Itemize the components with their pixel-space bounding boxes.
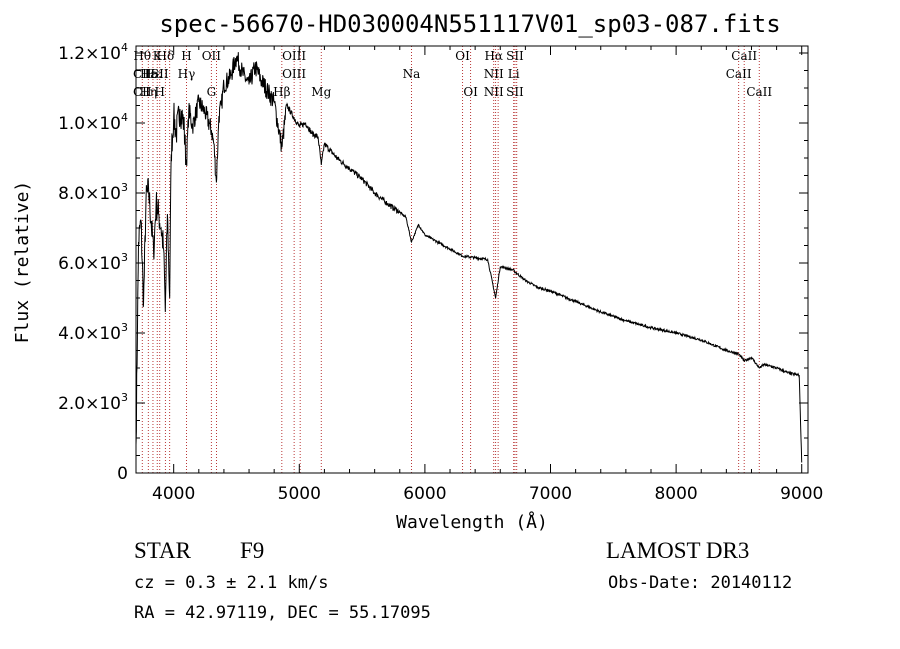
line-label: SII: [151, 67, 169, 81]
line-label: OIII: [282, 67, 306, 81]
line-label: OI: [455, 49, 470, 63]
x-tick-label: 6000: [403, 484, 446, 504]
x-tick-label: 9000: [780, 484, 823, 504]
line-label: Hγ: [178, 67, 196, 81]
line-label: Hβ: [273, 85, 290, 99]
line-label: Na: [403, 67, 421, 81]
plot-frame: [135, 45, 809, 474]
y-tick-label: 6.0×103: [58, 251, 128, 274]
line-label: H: [181, 49, 191, 63]
ra-dec: RA = 42.97119, DEC = 55.17095: [134, 603, 431, 623]
x-axis-label: Wavelength (Å): [396, 511, 548, 533]
redshift-cz: cz = 0.3 ± 2.1 km/s: [134, 573, 329, 593]
line-label: Hε: [140, 67, 157, 81]
line-label: Hδ: [157, 49, 175, 63]
line-label: G: [207, 85, 217, 99]
line-label: Li: [508, 67, 520, 81]
x-axis-ticks: 4000 5000 6000 7000 8000 9000: [152, 46, 823, 504]
y-tick-label: 4.0×103: [58, 321, 128, 344]
line-label: K: [153, 49, 163, 63]
chart-title: spec-56670-HD030004N551117V01_sp03-087.f…: [159, 10, 780, 38]
x-tick-label: 5000: [278, 484, 321, 504]
line-label: Hη: [139, 85, 157, 99]
line-label: SII: [506, 49, 524, 63]
x-tick-label: 7000: [529, 484, 572, 504]
y-tick-label: 2.0×103: [58, 391, 128, 414]
line-label: OII: [202, 49, 222, 63]
line-label: NII: [484, 67, 504, 81]
y-tick-label: 1.2×104: [58, 41, 128, 64]
spectrum-series: [135, 52, 803, 463]
line-label: Hε: [145, 67, 162, 81]
y-tick-label: 1.0×104: [58, 111, 128, 134]
x-tick-label: 8000: [654, 484, 697, 504]
object-subclass: F9: [240, 538, 265, 563]
x-tick-label: 4000: [152, 484, 195, 504]
y-axis-label: Flux (relative): [12, 181, 33, 344]
line-label: SII: [506, 85, 524, 99]
y-tick-label: 8.0×103: [58, 181, 128, 204]
line-label: Mg: [311, 85, 331, 99]
y-axis-ticks: 0 2.0×103 4.0×103 6.0×103 8.0×103 1.0×104 1.2×…: [58, 41, 808, 484]
line-label: OI: [463, 85, 478, 99]
line-label: Hα: [484, 49, 503, 63]
y-tick-label: 0: [117, 464, 128, 484]
emission-line-markers: [141, 46, 760, 473]
spectrum-chart: spec-56670-HD030004N551117V01_sp03-087.f…: [12, 10, 823, 533]
line-label: H: [155, 85, 165, 99]
line-label: CaII: [746, 85, 772, 99]
line-label: CaII: [726, 67, 752, 81]
line-label: NII: [484, 85, 504, 99]
line-label: OIII: [282, 49, 306, 63]
observation-date: Obs-Date: 20140112: [608, 573, 793, 593]
survey-name: LAMOST DR3: [606, 538, 750, 563]
line-label: CaII: [731, 49, 757, 63]
object-class: STAR: [134, 538, 191, 563]
